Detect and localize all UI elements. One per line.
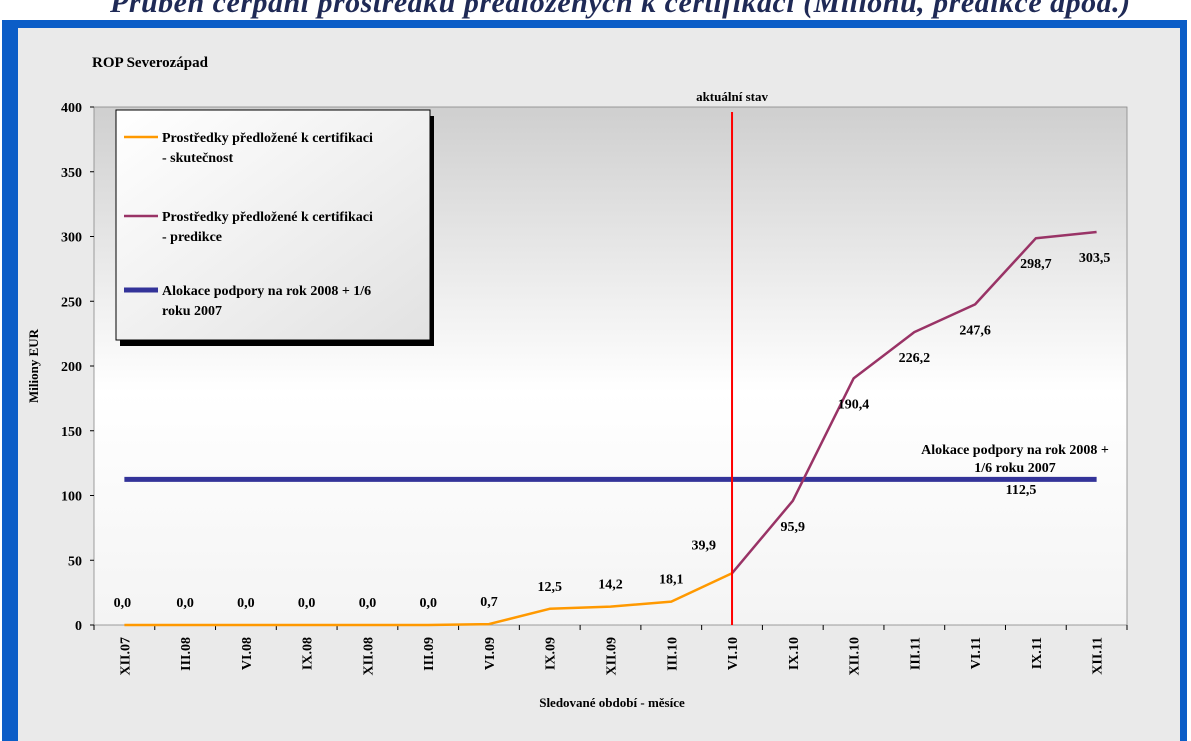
x-tick-label: XII.11 [1091,637,1106,675]
legend-label: Prostředky předložené k certifikaci [162,131,373,146]
data-label: 0,0 [359,596,377,611]
data-label: 303,5 [1079,251,1111,266]
data-label: 12,5 [537,580,562,595]
y-tick-label: 250 [61,295,82,310]
x-tick-label: III.11 [908,637,923,670]
data-label: 39,9 [692,538,717,553]
current-state-label: aktuální stav [696,89,768,104]
series-lines [124,230,1097,627]
legend: Prostředky předložené k certifikaci - sku… [115,109,434,346]
x-tick-label: III.09 [422,637,437,671]
x-tick-label: XII.08 [361,637,376,676]
data-label: 0,0 [237,596,255,611]
x-tick-label: VI.10 [726,637,741,670]
cropped-header-text: Průběh čerpání prostředků předložených k… [110,0,1131,19]
prediction-series-line [731,230,1097,575]
data-label: 95,9 [781,520,806,535]
x-tick-label: VI.08 [240,637,255,670]
data-label: 18,1 [659,573,684,588]
legend-box [115,109,431,341]
x-tick-label: XII.07 [118,637,133,676]
data-label: 0,0 [419,596,437,611]
legend-label: - predikce [162,230,222,245]
y-tick-label: 150 [61,425,82,440]
y-tick-label: 200 [61,360,82,375]
current-state-marker: aktuální stav [696,89,768,625]
x-tick-label: VI.09 [483,637,498,670]
y-axis-title: Miliony EUR [26,328,41,403]
x-tick-label: IX.09 [544,637,559,670]
data-labels: 0,0 0,0 0,0 0,0 0,0 0,0 0,7 12,5 14,2 18,1 39,9 95,… [114,251,1111,611]
legend-label: Alokace podpory na rok 2008 + 1/6 [162,284,371,299]
legend-label: - skutečnost [162,151,234,166]
x-tick-label: IX.10 [787,637,802,670]
data-label: 190,4 [838,397,870,412]
data-label: 247,6 [959,323,991,338]
x-tick-label: XII.10 [848,637,863,676]
data-label: 0,7 [480,595,498,610]
y-tick-label: 50 [68,554,82,569]
data-label: 226,2 [899,351,931,366]
allocation-annotation-line2: 1/6 roku 2007 [974,461,1055,476]
y-tick-label: 400 [61,101,82,116]
data-label: 14,2 [598,578,623,593]
data-label: 0,0 [298,596,316,611]
y-tick-label: 100 [61,490,82,505]
data-label: 298,7 [1020,257,1052,272]
y-tick-label: 350 [61,166,82,181]
allocation-value-label: 112,5 [1006,483,1037,498]
legend-label: roku 2007 [162,304,222,319]
actual-series-line [124,572,733,627]
chart-title: ROP Severozápad [92,55,209,71]
y-tick-label: 300 [61,231,82,246]
top-cropped-strip: Průběh čerpání prostředků předložených k… [0,0,1191,20]
x-axis: XII.07 III.08 VI.08 IX.08 XII.08 III.09 VI.09 I… [93,625,1128,676]
x-tick-label: IX.11 [1030,637,1045,669]
x-tick-label: VI.11 [969,637,984,669]
x-tick-label: III.10 [665,637,680,671]
x-axis-title: Sledované období - měsíce [539,695,685,710]
x-tick-label: IX.08 [301,637,316,670]
y-axis: 0 50 100 150 200 250 300 350 400 [61,101,94,634]
data-label: 0,0 [176,596,194,611]
x-tick-label: III.08 [179,637,194,671]
legend-label: Prostředky předložené k certifikaci [162,210,373,225]
data-label: 0,0 [114,596,132,611]
allocation-annotation-line1: Alokace podpory na rok 2008 + [921,443,1109,458]
x-tick-label: XII.09 [605,637,620,676]
y-tick-label: 0 [75,619,82,634]
